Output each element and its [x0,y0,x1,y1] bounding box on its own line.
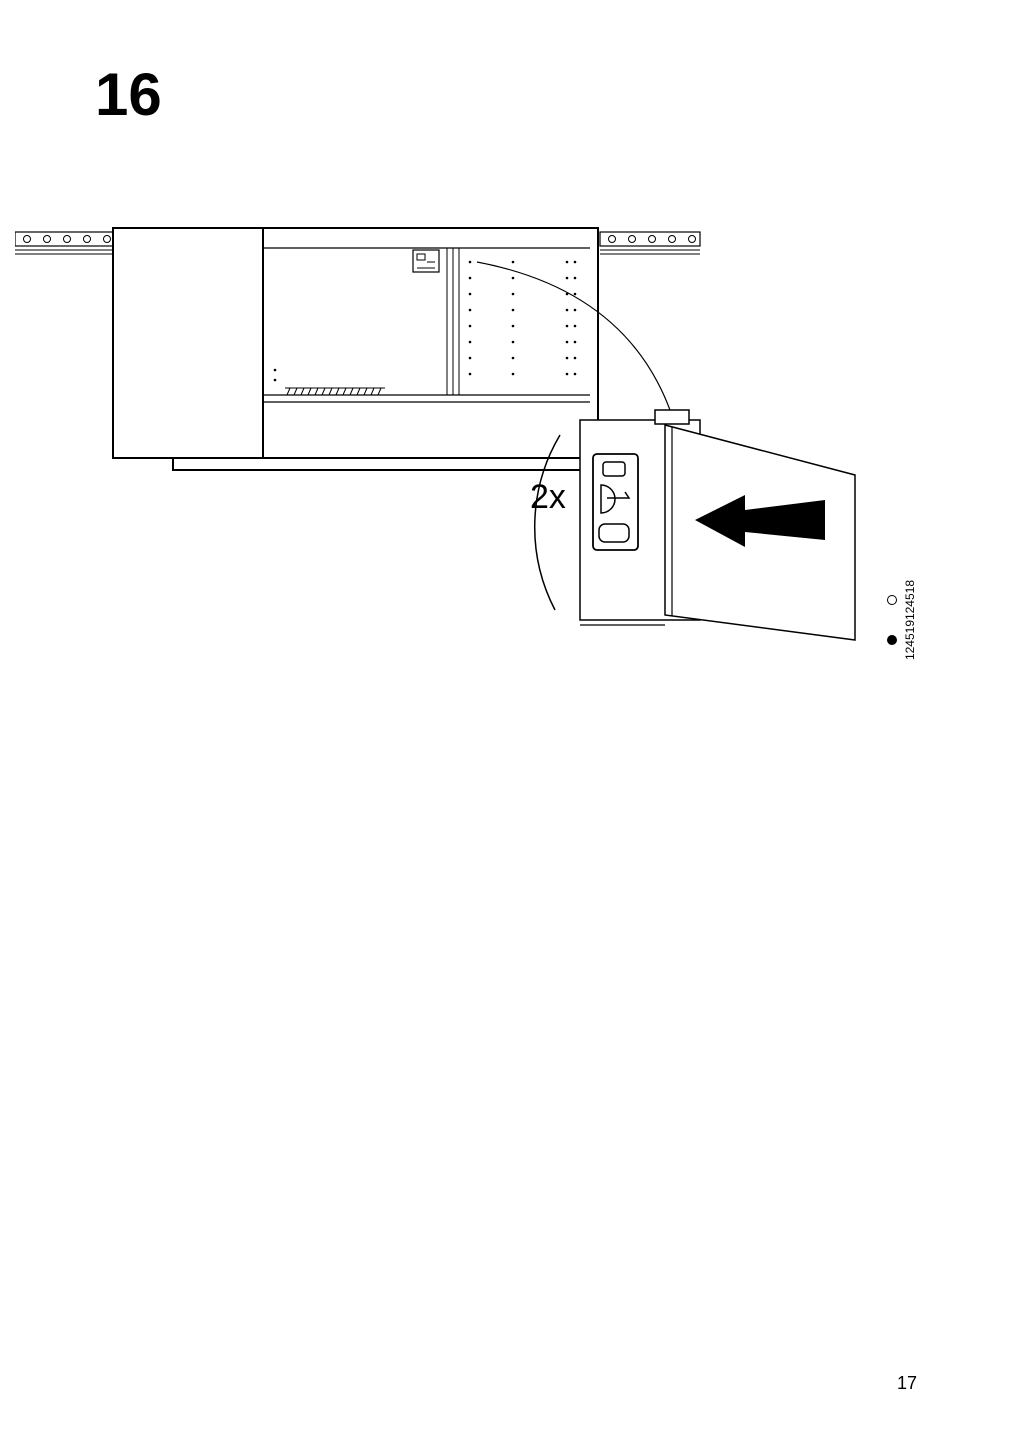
circle-open-icon [887,595,897,605]
part-id-row: 124518 [887,580,917,620]
step-number: 16 [95,60,162,129]
quantity-label: 2x [530,478,566,517]
rail-right [600,232,700,254]
hanger-bracket [413,250,439,272]
cabinet [113,228,598,470]
rail-left [15,232,113,254]
assembly-diagram [15,220,885,720]
part-id-text: 124519 [903,620,917,660]
detail-callout [535,410,855,640]
circle-filled-icon [887,635,897,645]
part-id-row: 124519 [887,620,917,660]
corner-panel [580,410,855,640]
part-id-text: 124518 [903,580,917,620]
part-ids: 124518 124519 [887,580,917,660]
bracket-detail [593,454,638,550]
page-number: 17 [897,1373,917,1394]
page: 16 [0,0,1012,1432]
